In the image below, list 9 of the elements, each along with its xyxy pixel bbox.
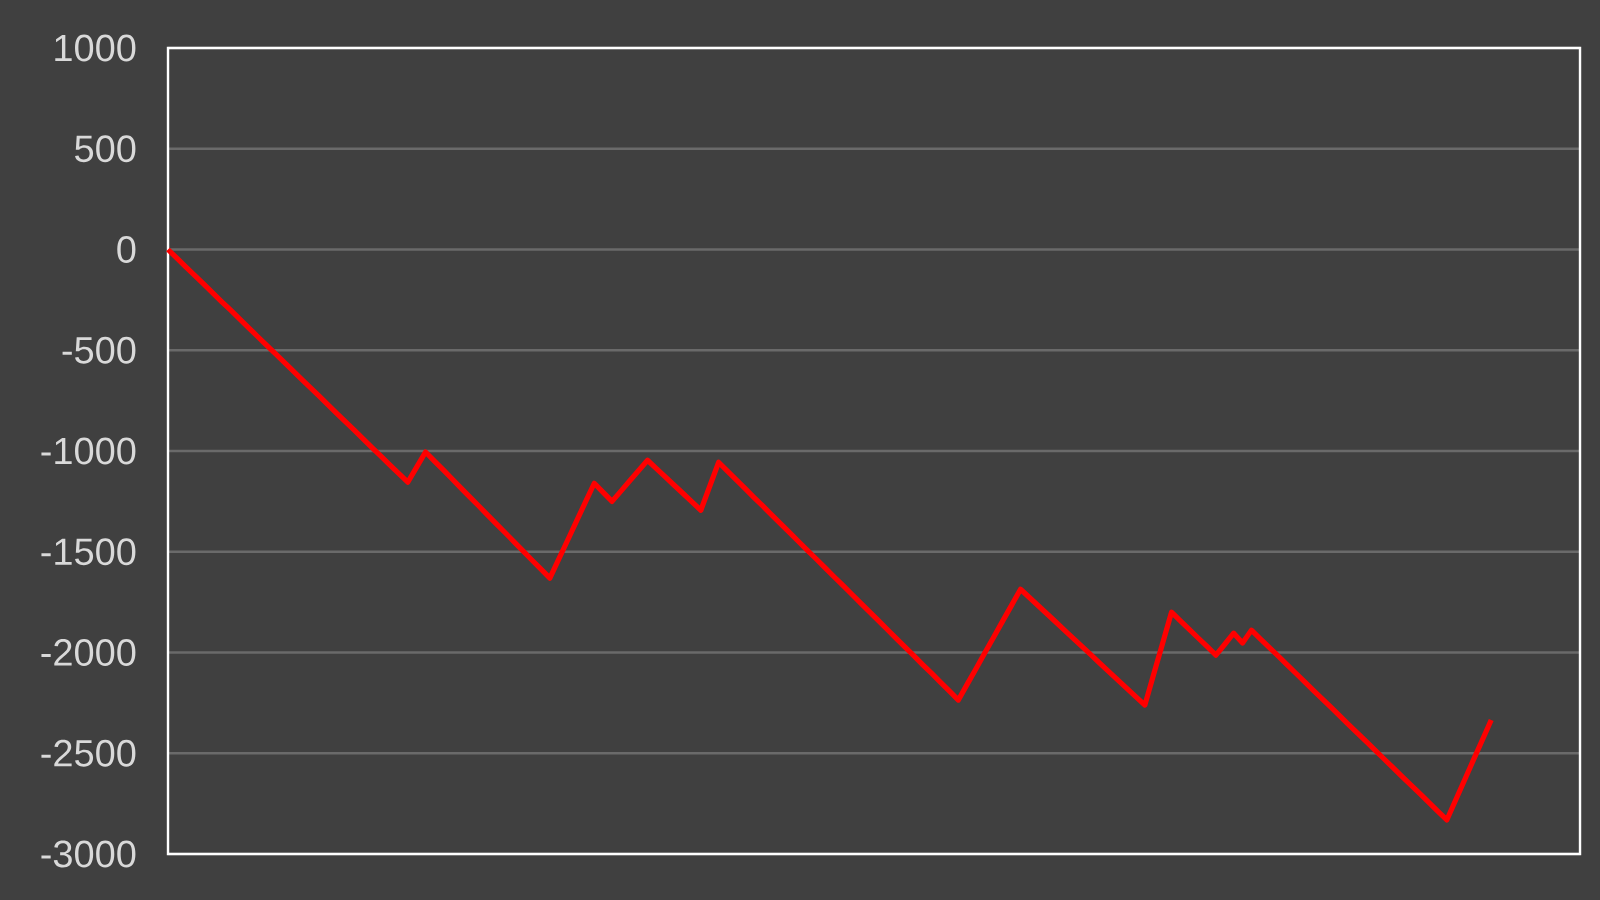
y-tick-label: -2500: [41, 739, 136, 767]
y-tick-label: 1000: [55, 34, 136, 62]
y-tick-label: -500: [62, 336, 136, 364]
y-tick-label: 0: [117, 236, 136, 263]
y-tick-label: -2000: [41, 639, 136, 666]
y-tick-label: 500: [75, 135, 136, 163]
y-tick-label: -3000: [41, 840, 136, 868]
y-tick-label: -1500: [41, 538, 136, 566]
y-tick-label: -1000: [41, 437, 136, 465]
